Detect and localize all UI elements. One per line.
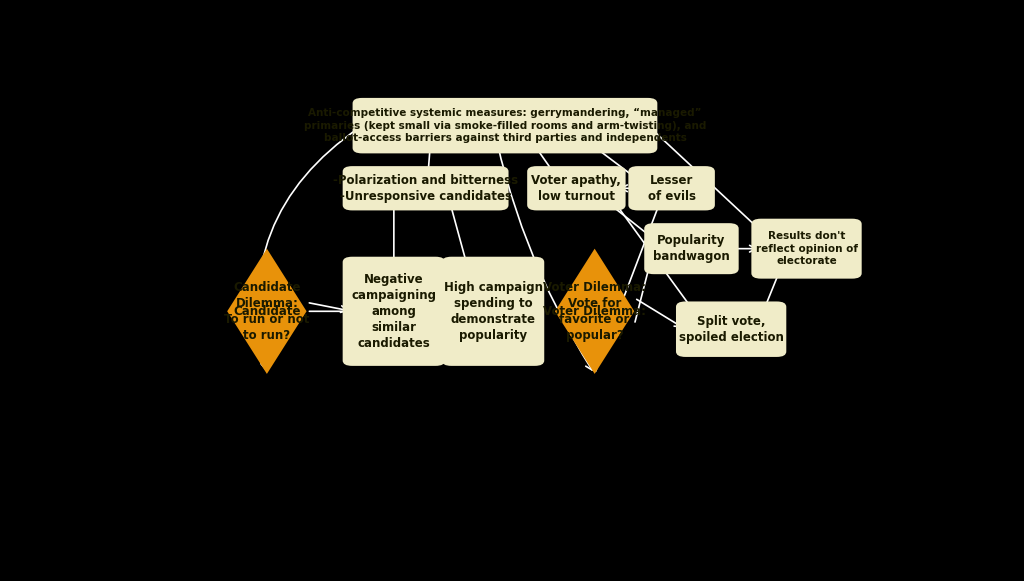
Text: Voter apathy,
low turnout: Voter apathy, low turnout <box>531 174 622 203</box>
Text: High campaign
spending to
demonstrate
popularity: High campaign spending to demonstrate po… <box>443 281 543 342</box>
Text: Anti-competitive systemic measures: gerrymandering, “managed”
primaries (kept sm: Anti-competitive systemic measures: gerr… <box>304 108 707 143</box>
Text: Negative
campaigning
among
similar
candidates: Negative campaigning among similar candi… <box>351 273 436 350</box>
Text: Split vote,
spoiled election: Split vote, spoiled election <box>679 315 783 344</box>
FancyBboxPatch shape <box>527 166 626 210</box>
Text: Candidate
Dilemma:
To run or not
to run?: Candidate Dilemma: To run or not to run? <box>224 281 309 342</box>
Text: Results don't
reflect opinion of
electorate: Results don't reflect opinion of elector… <box>756 231 857 266</box>
FancyBboxPatch shape <box>676 302 786 357</box>
Text: Lesser
of evils: Lesser of evils <box>647 174 695 203</box>
Text: Candidate: Candidate <box>233 305 301 318</box>
FancyBboxPatch shape <box>442 257 544 366</box>
FancyBboxPatch shape <box>343 166 509 210</box>
FancyBboxPatch shape <box>352 98 657 153</box>
FancyBboxPatch shape <box>343 257 445 366</box>
Text: Voter Dilemma:: Voter Dilemma: <box>543 305 646 318</box>
Text: Voter Dilemma:
Vote for
favorite or
popular?: Voter Dilemma: Vote for favorite or popu… <box>543 281 646 342</box>
Text: -Polarization and bitterness
-Unresponsive candidates: -Polarization and bitterness -Unresponsi… <box>333 174 518 203</box>
FancyBboxPatch shape <box>644 223 738 274</box>
FancyBboxPatch shape <box>752 218 861 279</box>
Polygon shape <box>227 249 306 374</box>
Text: Popularity
bandwagon: Popularity bandwagon <box>653 234 730 263</box>
FancyBboxPatch shape <box>629 166 715 210</box>
Polygon shape <box>555 249 634 374</box>
